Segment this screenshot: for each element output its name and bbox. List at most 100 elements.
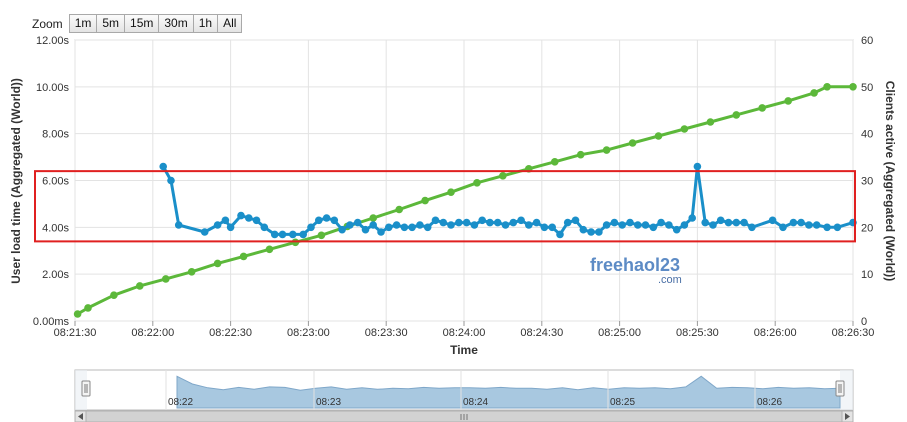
series-point xyxy=(431,216,440,225)
scrollbar-left-arrow-icon[interactable] xyxy=(74,410,87,422)
series-point xyxy=(174,221,183,229)
series-point xyxy=(187,268,196,276)
series-point xyxy=(576,150,585,159)
navigator[interactable]: 08:22 08:23 08:24 08:25 08:26 xyxy=(74,369,854,411)
series-point xyxy=(369,214,378,222)
zoom-button-1m[interactable]: 1m xyxy=(68,14,98,33)
watermark-line1: freehaol23 xyxy=(590,255,680,275)
series-point xyxy=(602,146,611,154)
navigator-label: 08:23 xyxy=(316,397,341,408)
series-point xyxy=(200,228,209,236)
series-point xyxy=(473,179,481,187)
series-point xyxy=(237,211,245,220)
series-point xyxy=(470,221,479,229)
series-point xyxy=(551,158,559,166)
scrollbar-grip-icon xyxy=(460,414,468,420)
series-point xyxy=(462,218,471,227)
series-point xyxy=(563,218,572,227)
series-point xyxy=(439,218,448,227)
zoom-bar: Zoom 1m 5m 15m 30m 1h All xyxy=(32,14,243,33)
series-point xyxy=(849,83,857,91)
series-point xyxy=(768,216,777,225)
watermark-line2: .com xyxy=(658,274,682,286)
series-point xyxy=(84,304,92,312)
series-point xyxy=(299,230,308,239)
series-point xyxy=(486,218,494,227)
series-point xyxy=(626,218,634,227)
series-point xyxy=(602,221,611,229)
series-point xyxy=(400,223,409,232)
navigator-label: 08:25 xyxy=(610,397,635,408)
navigator-handle-left[interactable] xyxy=(81,380,91,397)
zoom-button-all[interactable]: All xyxy=(217,14,243,33)
series-point xyxy=(447,221,455,229)
x-tick-label: 08:22:30 xyxy=(209,327,252,339)
series-point xyxy=(289,230,297,239)
series-point xyxy=(260,223,269,232)
series-point xyxy=(416,221,424,229)
series-point xyxy=(317,231,326,240)
series-point xyxy=(423,223,432,232)
series-point xyxy=(740,218,748,227)
series-point xyxy=(270,230,279,239)
series-point xyxy=(628,139,637,147)
series-point xyxy=(680,221,689,229)
series-point xyxy=(221,216,230,225)
series-point xyxy=(213,221,222,229)
series-point xyxy=(758,104,766,112)
series-point xyxy=(493,218,502,227)
series-point xyxy=(797,218,805,227)
zoom-button-15m[interactable]: 15m xyxy=(124,14,160,33)
series-point xyxy=(315,216,323,225)
series-point xyxy=(595,228,603,236)
series-point xyxy=(833,223,842,232)
series-point xyxy=(709,221,717,229)
highlight-box xyxy=(34,170,856,243)
scrollbar-right-arrow-icon[interactable] xyxy=(841,410,854,422)
navigator-area xyxy=(176,375,841,409)
right-tick-label: 0 xyxy=(861,316,867,328)
right-tick-label: 20 xyxy=(861,222,873,234)
right-tick-label: 50 xyxy=(861,82,873,94)
series-point xyxy=(353,218,362,227)
grid xyxy=(74,39,854,322)
right-tick-label: 30 xyxy=(861,176,873,188)
series-point xyxy=(672,225,681,234)
navigator-series xyxy=(176,375,841,409)
zoom-button-1h[interactable]: 1h xyxy=(192,14,219,33)
series-point xyxy=(641,221,650,229)
series-point xyxy=(688,214,696,222)
user-load-time-series xyxy=(159,162,857,239)
navigator-scrollbar[interactable] xyxy=(74,410,854,422)
series-point xyxy=(338,225,346,234)
right-axis: 0 10 20 30 40 50 60 xyxy=(861,35,873,328)
series-point xyxy=(377,228,385,236)
series-point xyxy=(395,205,404,214)
navigator-label: 08:24 xyxy=(463,397,488,408)
series-point xyxy=(665,221,673,229)
clients-active-series xyxy=(73,83,857,318)
series-point xyxy=(693,162,702,171)
series-point xyxy=(634,221,642,229)
series-point xyxy=(167,176,175,185)
left-tick-label: 4.00s xyxy=(42,222,69,234)
x-tick-label: 08:26:00 xyxy=(754,327,797,339)
x-tick-label: 08:22:00 xyxy=(131,327,174,339)
left-axis-label: User load time (Aggregated (World)) xyxy=(9,78,23,284)
right-tick-label: 60 xyxy=(861,35,873,47)
series-point xyxy=(73,310,82,318)
series-point xyxy=(499,172,507,180)
navigator-handle-right[interactable] xyxy=(835,380,845,397)
navigator-label: 08:26 xyxy=(757,397,782,408)
left-tick-label: 2.00s xyxy=(42,269,69,281)
series-point xyxy=(654,132,663,140)
series-point xyxy=(385,223,393,232)
left-tick-label: 6.00s xyxy=(42,176,69,188)
x-axis: 08:21:30 08:22:00 08:22:30 08:23:00 08:23:30… xyxy=(54,321,874,339)
series-point xyxy=(810,89,818,97)
series-point xyxy=(657,218,665,227)
zoom-button-30m[interactable]: 30m xyxy=(158,14,194,33)
series-point xyxy=(779,223,787,232)
